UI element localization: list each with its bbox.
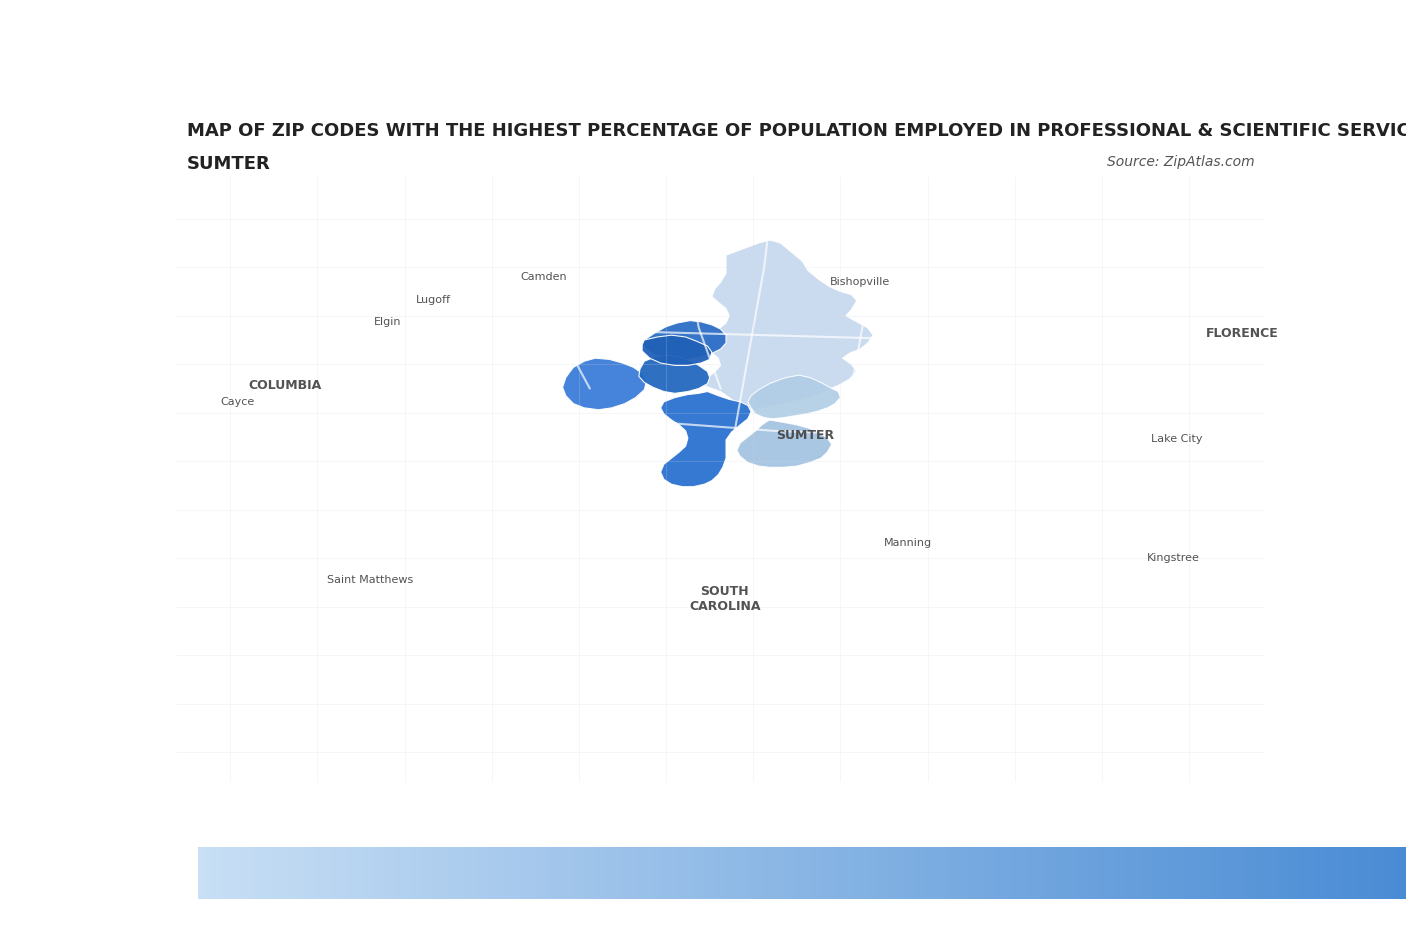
Text: FLORENCE: FLORENCE: [1205, 327, 1278, 339]
Polygon shape: [643, 336, 711, 366]
Text: Saint Matthews: Saint Matthews: [326, 575, 413, 585]
Text: SUMTER: SUMTER: [187, 154, 270, 172]
Text: Lake City: Lake City: [1150, 433, 1202, 444]
Text: Source: ZipAtlas.com: Source: ZipAtlas.com: [1107, 154, 1254, 168]
Text: Lugoff: Lugoff: [415, 295, 450, 304]
Text: Manning: Manning: [884, 537, 932, 548]
Text: Bishopville: Bishopville: [830, 276, 890, 286]
Text: Cayce: Cayce: [221, 397, 254, 407]
Polygon shape: [661, 392, 751, 487]
Polygon shape: [638, 356, 710, 394]
Text: Elgin: Elgin: [374, 317, 401, 327]
Text: SOUTH
CAROLINA: SOUTH CAROLINA: [689, 584, 761, 612]
Text: COLUMBIA: COLUMBIA: [249, 378, 322, 391]
Text: SUMTER: SUMTER: [776, 429, 835, 442]
Polygon shape: [562, 358, 647, 410]
Text: Camden: Camden: [520, 272, 568, 282]
Polygon shape: [704, 241, 873, 410]
Text: MAP OF ZIP CODES WITH THE HIGHEST PERCENTAGE OF POPULATION EMPLOYED IN PROFESSIO: MAP OF ZIP CODES WITH THE HIGHEST PERCEN…: [187, 122, 1406, 140]
Text: Kingstree: Kingstree: [1147, 552, 1201, 563]
Polygon shape: [748, 375, 841, 419]
Polygon shape: [643, 321, 725, 362]
Polygon shape: [737, 420, 832, 468]
